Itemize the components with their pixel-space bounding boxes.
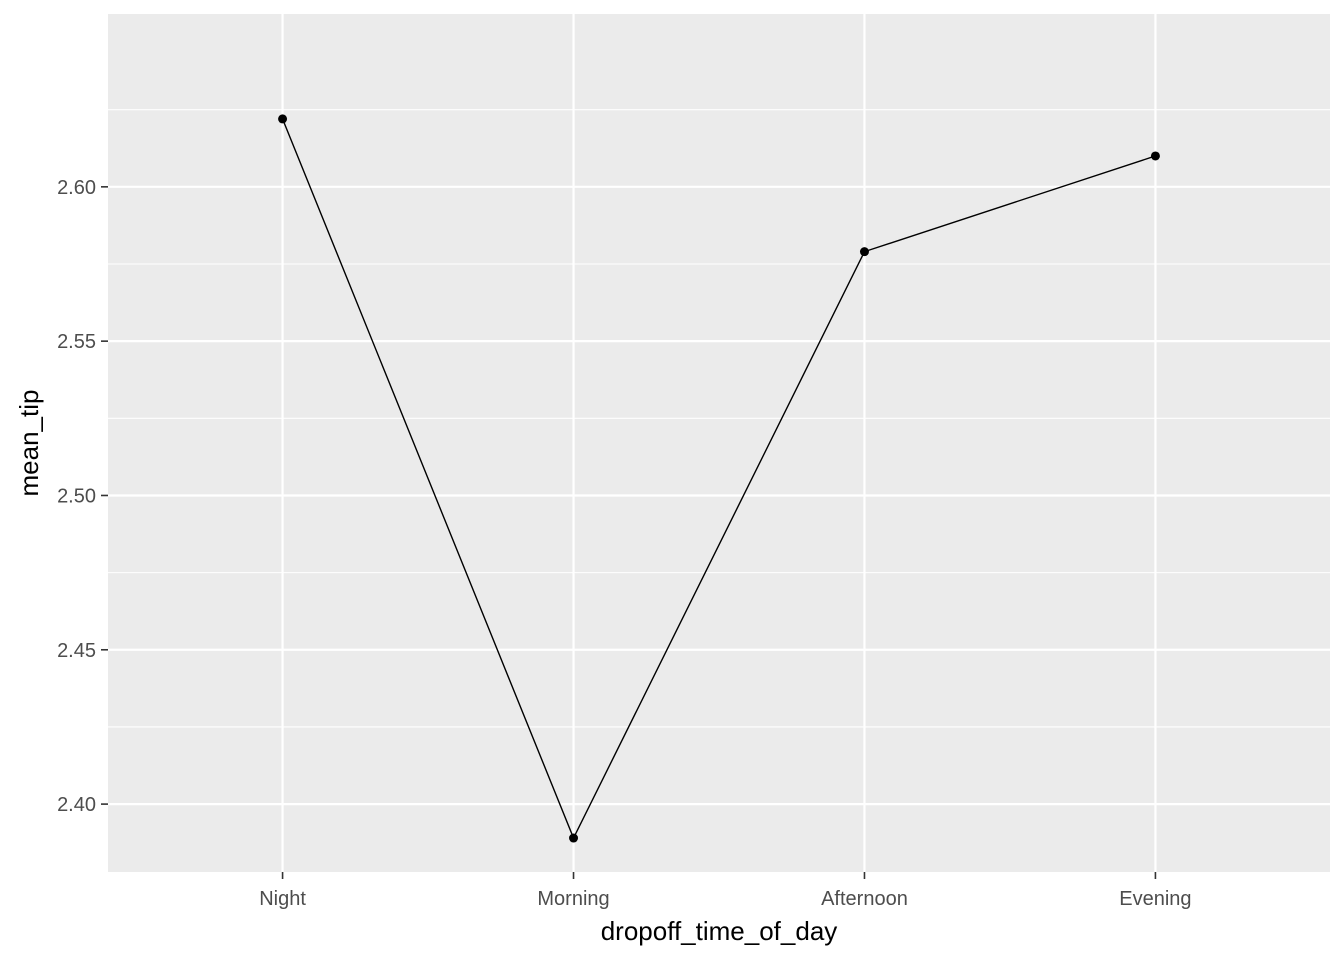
- y-tick-label: 2.45: [57, 640, 96, 662]
- y-axis-title: mean_tip: [14, 390, 44, 497]
- x-tick-label: Evening: [1119, 888, 1191, 910]
- x-axis: Night Morning Afternoon Evening: [259, 872, 1192, 910]
- grid-minor-lines: [108, 109, 1330, 728]
- data-point: [278, 114, 288, 124]
- grid-major-lines: [108, 14, 1330, 872]
- x-tick-label: Morning: [537, 888, 609, 910]
- x-tick-label: Afternoon: [821, 888, 908, 910]
- series-line: [281, 118, 1156, 840]
- data-point: [1150, 151, 1160, 161]
- y-tick-label: 2.60: [57, 177, 96, 199]
- data-point: [569, 833, 579, 843]
- series-layer: [278, 114, 1160, 843]
- y-axis: 2.40 2.45 2.50 2.55 2.60: [57, 177, 108, 816]
- panel-background: [108, 14, 1330, 872]
- data-point: [859, 247, 869, 257]
- y-tick-label: 2.50: [57, 485, 96, 507]
- x-tick-label: Night: [259, 888, 306, 910]
- y-tick-label: 2.40: [57, 794, 96, 816]
- x-axis-title: dropoff_time_of_day: [601, 916, 838, 946]
- y-tick-label: 2.55: [57, 331, 96, 353]
